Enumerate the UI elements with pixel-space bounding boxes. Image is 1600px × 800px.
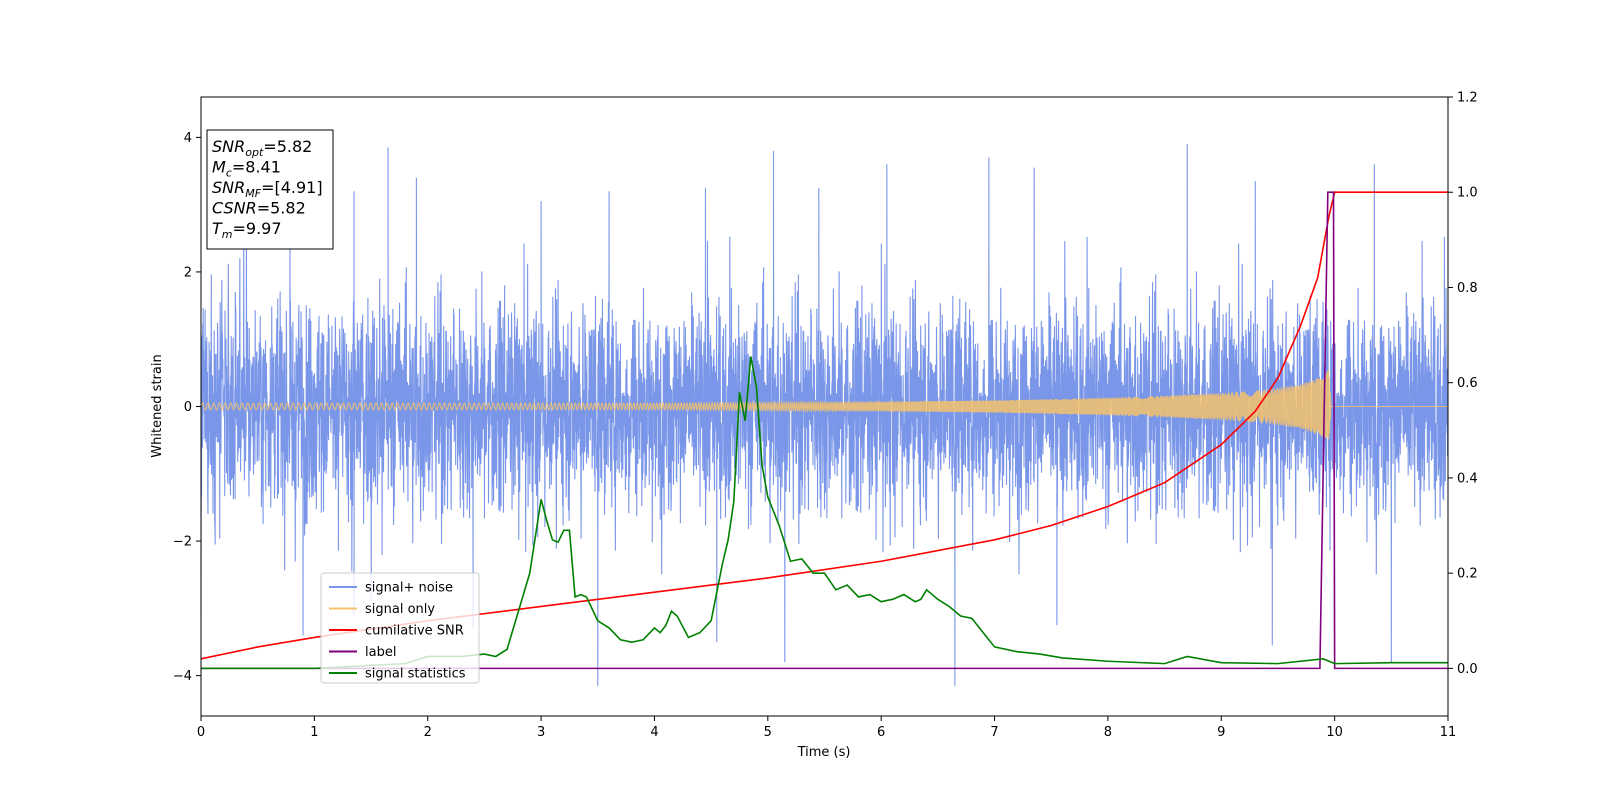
x-tick-label: 10: [1326, 725, 1343, 740]
series-label: [201, 191, 1448, 670]
x-tick-label: 6: [877, 725, 885, 740]
legend-entry: signal+ noise: [365, 581, 453, 596]
y-tick-label: 2: [184, 265, 192, 280]
x-tick-label: 9: [1217, 725, 1225, 740]
y-tick-label: −2: [173, 535, 192, 550]
y2-tick-label: 0.4: [1457, 471, 1478, 486]
x-tick-label: 3: [537, 725, 545, 740]
x-tick-label: 11: [1440, 725, 1457, 740]
x-tick-label: 7: [990, 725, 998, 740]
y2-tick-label: 1.0: [1457, 186, 1478, 201]
x-tick-label: 1: [310, 725, 318, 740]
annotation-line: SNRMF=[4.91]: [212, 178, 323, 200]
x-axis: 0 1 2 3 4 5 6 7 8 9 10 11: [197, 716, 1456, 740]
legend-entry: signal only: [365, 602, 435, 617]
x-tick-label: 0: [197, 725, 205, 740]
series-signal-only: [201, 370, 1448, 440]
legend-frame: [320, 572, 480, 684]
y-tick-label: 0: [184, 400, 192, 415]
y2-tick-label: 0.8: [1457, 281, 1478, 296]
annotation-box: SNRopt=5.82Mc=8.41SNRMF=[4.91]CSNR=5.82T…: [206, 129, 334, 250]
y2-tick-label: 1.2: [1457, 91, 1478, 106]
y2-tick-label: 0.0: [1457, 662, 1478, 677]
legend-entry: cumilative SNR: [365, 624, 464, 639]
x-tick-label: 4: [650, 725, 658, 740]
series-signal-statistics: [201, 356, 1448, 670]
x-tick-label: 8: [1104, 725, 1112, 740]
x-tick-label: 2: [424, 725, 432, 740]
y-tick-label: 4: [184, 131, 192, 146]
legend: signal+ noise signal only cumilative SNR la…: [320, 572, 480, 684]
legend-entry: signal statistics: [365, 667, 466, 682]
y2-tick-label: 0.2: [1457, 567, 1478, 582]
series-signal-noise: [201, 144, 1448, 686]
y2-tick-label: 0.6: [1457, 376, 1478, 391]
x-axis-label: Time (s): [797, 745, 851, 760]
legend-entry: label: [365, 645, 396, 660]
annotation-box-frame: [206, 129, 334, 250]
annotation-line: Tm=9.97: [212, 219, 282, 241]
y-axis-right: 0.0 0.2 0.4 0.6 0.8 1.0 1.2: [1448, 91, 1478, 677]
annotation-line: SNRopt=5.82: [212, 137, 312, 159]
y-tick-label: −4: [173, 669, 192, 684]
annotation-line: Mc=8.41: [212, 158, 281, 180]
y-axis-left: −4 −2 0 2 4: [173, 131, 201, 684]
x-tick-label: 5: [764, 725, 772, 740]
annotation-line: CSNR=5.82: [212, 199, 306, 218]
y-axis-label: Whitened strain: [150, 354, 165, 457]
